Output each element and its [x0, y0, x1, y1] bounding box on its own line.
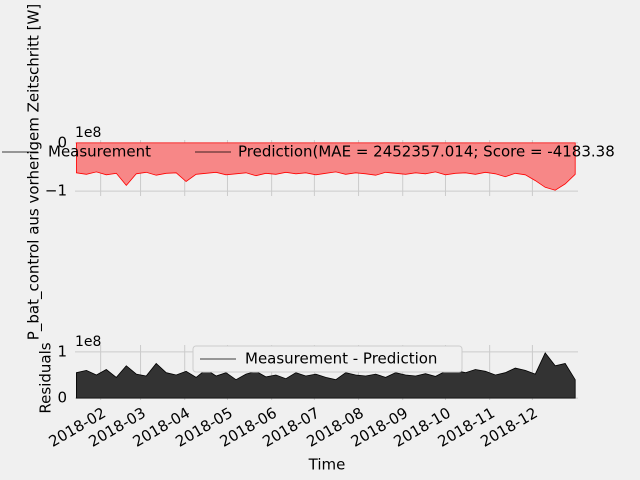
y-offset-label: 1e8 [75, 125, 101, 141]
y-offset-label: 1e8 [75, 334, 101, 350]
legend-box [192, 345, 463, 373]
x-axis-title: Time [308, 456, 346, 474]
y-tick-label: 0 [57, 389, 67, 407]
y-tick-label: 0 [57, 133, 67, 151]
y-axis-title: P_bat_control aus vorherigem Zeitschritt… [25, 4, 44, 340]
legend-label: Prediction(MAE = 2452357.014; Score = -4… [238, 143, 615, 161]
series-line [76, 142, 576, 191]
series-line [76, 352, 576, 399]
y-tick-label: 1 [57, 342, 67, 360]
legend-label: Measurement [48, 143, 151, 161]
y-tick-label: −1 [45, 182, 67, 200]
legend-label: Measurement - Prediction [245, 350, 437, 368]
y-axis-title: Residuals [37, 342, 55, 413]
